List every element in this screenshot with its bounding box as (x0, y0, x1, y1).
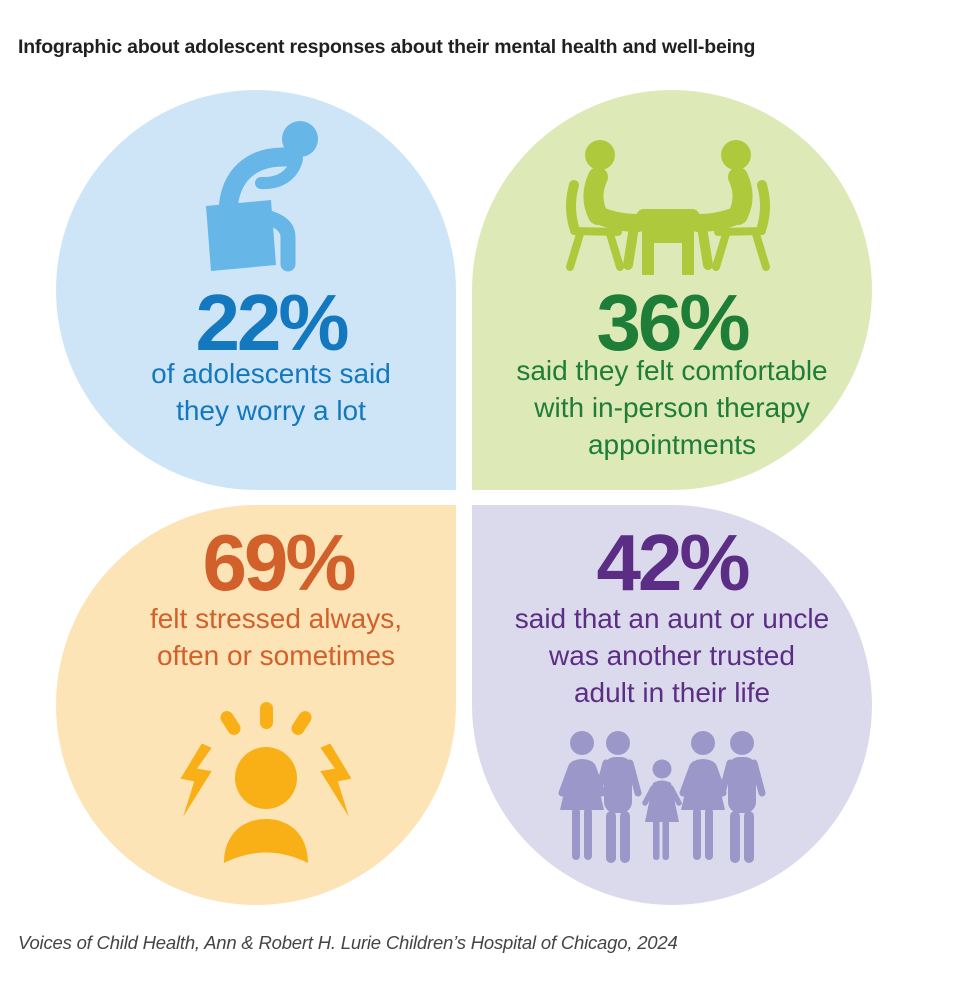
man-shape (594, 731, 642, 863)
quadrant-therapy: 36% said they felt comfortable with in-p… (472, 90, 872, 490)
worried-person-icon (206, 121, 318, 272)
table-shape (636, 209, 700, 275)
quadrant-trusted-adult: 42% said that an aunt or uncle was anoth… (472, 505, 872, 905)
page-title: Infographic about adolescent responses a… (18, 36, 756, 58)
child-shape (642, 759, 682, 860)
stat-percent: 22% (195, 278, 349, 367)
stat-caption: said that an aunt or uncle was another t… (514, 603, 830, 708)
stat-caption: said they felt comfortable with in-perso… (516, 355, 828, 460)
quadrant-stress: 69% felt stressed always, often or somet… (56, 505, 456, 905)
stress-rays-shape (220, 702, 312, 735)
quadrant-worry: 22% of adolescents said they worry a lot (56, 90, 456, 490)
stat-caption: felt stressed always, often or sometimes (149, 603, 403, 671)
stat-percent: 42% (596, 518, 750, 607)
lightning-bolt-shape (180, 743, 212, 817)
family-icon (558, 722, 776, 864)
source-attribution: Voices of Child Health, Ann & Robert H. … (18, 932, 678, 953)
stressed-person-icon (180, 702, 360, 863)
seated-person-shape (566, 140, 647, 271)
stat-percent: 69% (202, 518, 356, 607)
stat-percent: 36% (596, 278, 750, 367)
therapy-session-icon (566, 135, 776, 279)
stat-caption: of adolescents said they worry a lot (151, 358, 391, 426)
